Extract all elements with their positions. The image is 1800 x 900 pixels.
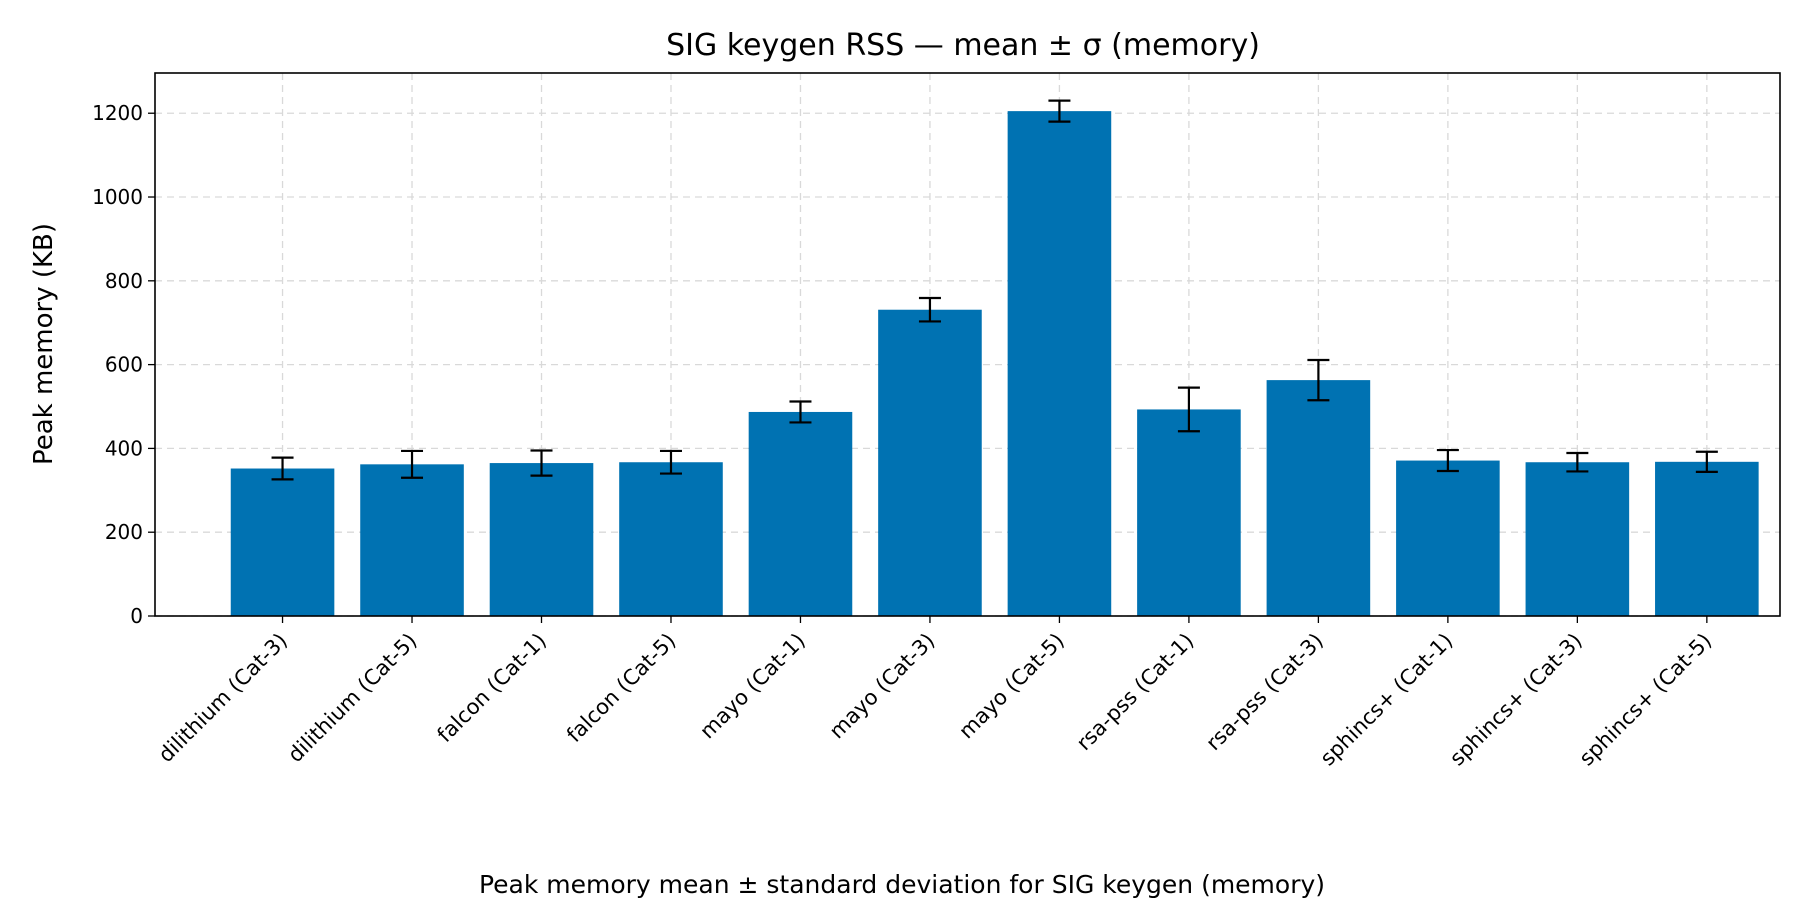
y-tick-label: 1000 <box>92 185 143 209</box>
bar <box>360 464 464 616</box>
chart-caption: Peak memory mean ± standard deviation fo… <box>479 870 1325 899</box>
y-tick-label: 200 <box>105 520 143 544</box>
error-bars <box>271 99 1718 481</box>
y-tick-label: 800 <box>105 269 143 293</box>
y-tick-label: 1200 <box>92 101 143 125</box>
plot-frame <box>154 72 1781 617</box>
bar <box>1137 409 1241 616</box>
bar <box>1266 380 1371 616</box>
y-tick-label: 600 <box>105 353 143 377</box>
bar <box>1655 461 1759 616</box>
chart-title: SIG keygen RSS — mean ± σ (memory) <box>666 28 1260 63</box>
bar <box>1007 111 1112 616</box>
bar <box>1525 462 1630 616</box>
bars <box>230 111 1759 616</box>
bar <box>1396 460 1500 616</box>
y-axis-label: Peak memory (KB) <box>29 223 59 465</box>
bar <box>230 468 335 616</box>
bar <box>748 411 853 616</box>
bar <box>878 309 982 616</box>
bar <box>619 462 723 616</box>
y-tick-label: 400 <box>105 436 143 460</box>
bar <box>489 463 594 616</box>
y-axis: 0 200 400 600 800 1000 1200 <box>92 101 155 628</box>
y-tick-label: 0 <box>130 604 143 628</box>
